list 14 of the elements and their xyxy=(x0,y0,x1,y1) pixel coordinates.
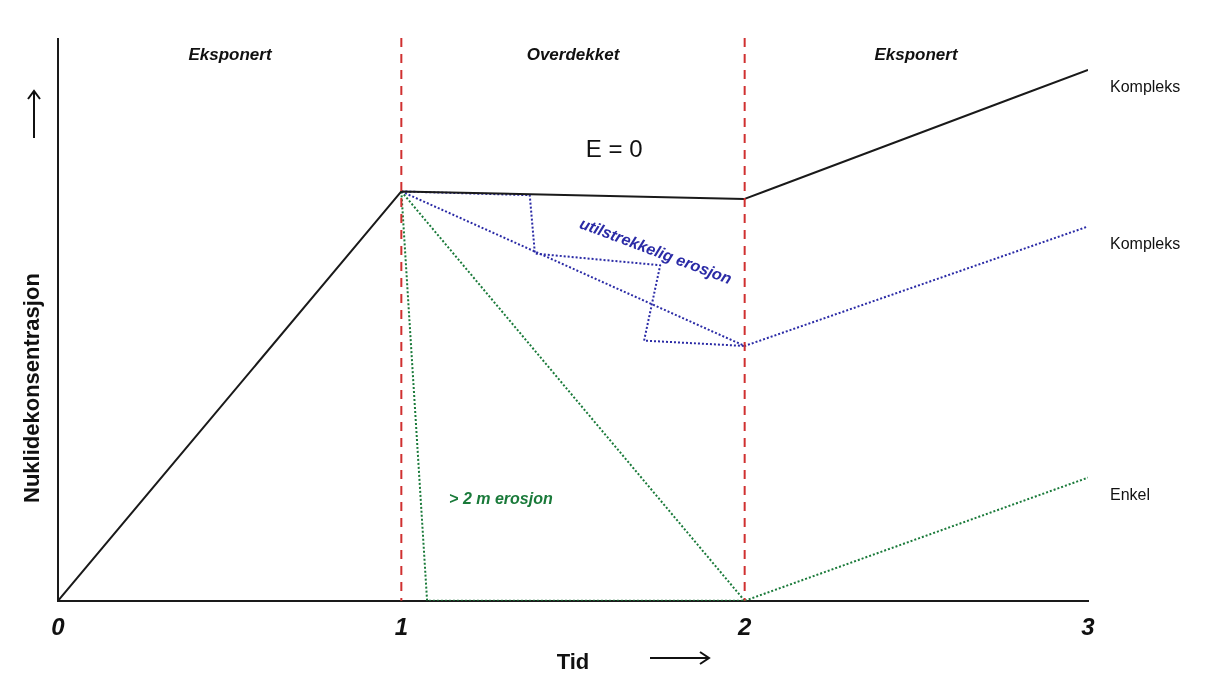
text: Overdekket xyxy=(526,44,621,64)
series-label: Enkel xyxy=(1110,486,1151,504)
text: Eksponert xyxy=(188,44,273,64)
x-tick-label: 2 xyxy=(736,612,752,640)
y-axis-title: Nuklidekonsentrasjon xyxy=(18,272,45,505)
x-tick-label: 3 xyxy=(1081,612,1096,640)
x-tick-label: 1 xyxy=(394,612,409,640)
series-label: Kompleks xyxy=(1110,78,1181,96)
series-label: Kompleks xyxy=(1110,234,1181,252)
annotation: > 2 m erosjon xyxy=(449,489,553,507)
annotation: E = 0 xyxy=(585,135,643,163)
text: Eksponert xyxy=(874,44,959,64)
x-tick-label: 0 xyxy=(51,612,66,640)
x-axis-title: Tid xyxy=(556,648,590,674)
